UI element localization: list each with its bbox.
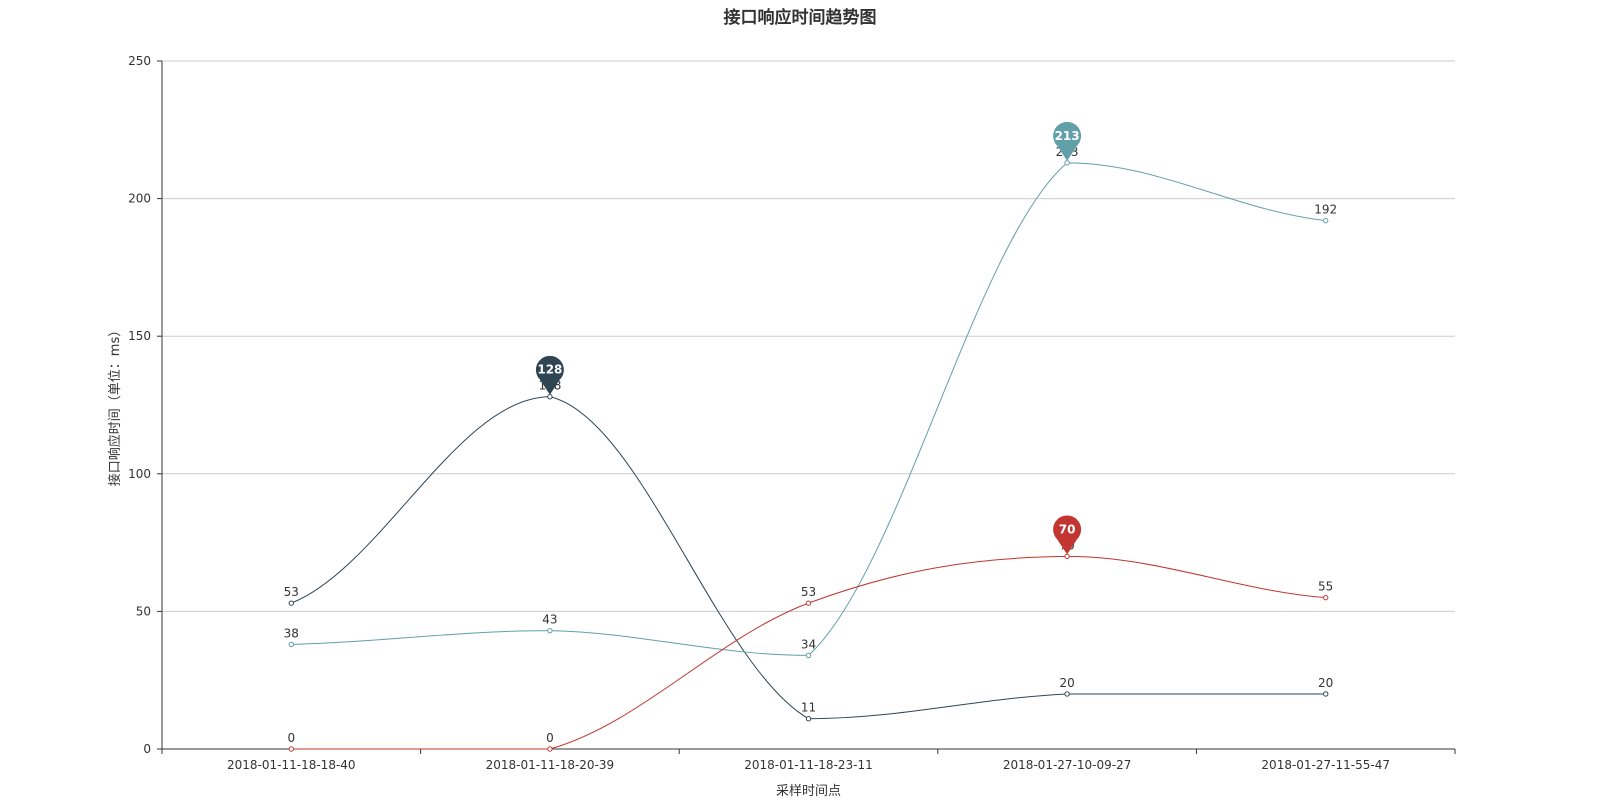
max-marker-label: 128 xyxy=(537,363,562,377)
data-label: 192 xyxy=(1314,203,1337,217)
data-point xyxy=(288,600,294,606)
series-layer xyxy=(288,160,1329,752)
y-tick-label: 250 xyxy=(128,54,151,68)
data-point xyxy=(547,627,553,634)
data-label: 53 xyxy=(284,585,299,599)
data-point xyxy=(547,746,553,752)
data-point xyxy=(805,652,812,659)
data-point xyxy=(288,641,294,648)
series-line xyxy=(291,396,1326,720)
y-axis-title: 接口响应时间（单位：ms） xyxy=(107,324,123,486)
data-point xyxy=(1064,553,1070,560)
data-label: 34 xyxy=(801,637,816,651)
data-point xyxy=(1323,594,1329,601)
data-label: 43 xyxy=(542,613,557,627)
x-axis-title: 采样时间点 xyxy=(776,784,841,799)
data-point xyxy=(288,746,294,752)
data-point xyxy=(805,716,812,722)
data-label: 20 xyxy=(1318,676,1333,690)
data-point xyxy=(1323,691,1329,697)
grid-layer xyxy=(162,60,1455,612)
data-label: 20 xyxy=(1059,676,1074,690)
y-tick-label: 50 xyxy=(136,604,151,618)
marker-layer: 128 213 70 xyxy=(535,121,1082,555)
series-line xyxy=(291,162,1326,656)
x-tick-label: 2018-01-27-11-55-47 xyxy=(1261,758,1390,772)
y-tick-label: 150 xyxy=(128,329,151,343)
max-marker-pin xyxy=(535,355,564,395)
data-label: 38 xyxy=(284,626,299,640)
y-tick-label: 100 xyxy=(128,467,151,481)
y-tick-label: 0 xyxy=(143,742,151,756)
x-tick-label: 2018-01-27-10-09-27 xyxy=(1003,758,1132,772)
chart-title: 接口响应时间趋势图 xyxy=(723,8,877,28)
max-marker-pin xyxy=(1053,121,1082,161)
y-tick-label: 200 xyxy=(128,192,151,206)
x-tick-label: 2018-01-11-18-20-39 xyxy=(486,758,615,772)
data-point xyxy=(1064,160,1070,166)
data-label: 0 xyxy=(287,731,295,745)
data-label: 53 xyxy=(801,585,816,599)
data-point xyxy=(1323,217,1329,224)
data-label: 0 xyxy=(546,731,554,745)
data-point xyxy=(547,394,553,400)
max-marker-label: 213 xyxy=(1055,129,1080,143)
x-tick-label: 2018-01-11-18-18-40 xyxy=(227,758,356,772)
max-marker-label: 70 xyxy=(1059,522,1076,536)
data-label: 11 xyxy=(801,701,816,715)
data-label: 55 xyxy=(1318,580,1333,594)
data-point xyxy=(1064,691,1070,697)
max-marker-pin xyxy=(1053,515,1082,555)
data-point xyxy=(805,600,812,606)
x-tick-label: 2018-01-11-18-23-11 xyxy=(744,758,873,772)
